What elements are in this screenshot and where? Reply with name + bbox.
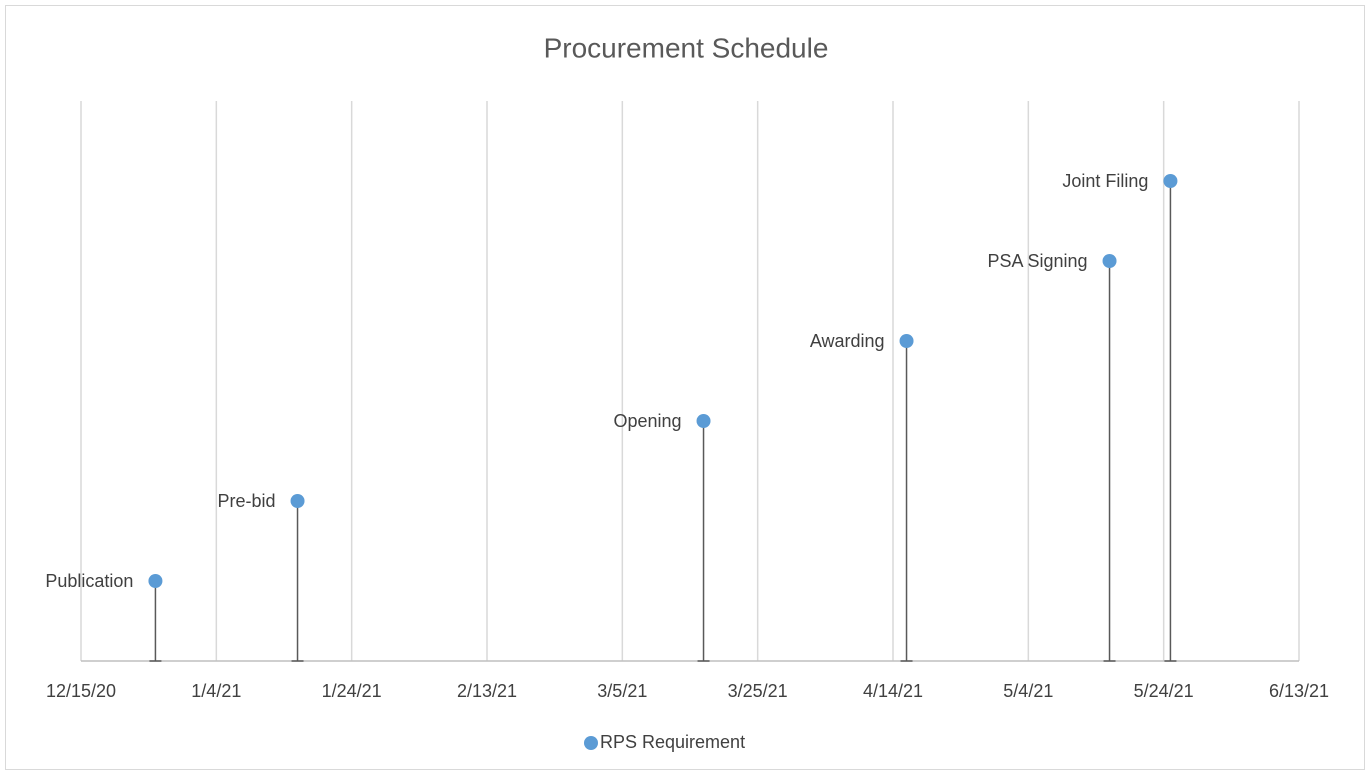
point-label: Awarding	[810, 331, 885, 351]
x-tick-label: 3/25/21	[728, 681, 788, 701]
x-tick-label: 1/4/21	[191, 681, 241, 701]
x-tick-label: 2/13/21	[457, 681, 517, 701]
point-label: Opening	[613, 411, 681, 431]
x-tick-label: 5/4/21	[1003, 681, 1053, 701]
point	[899, 334, 914, 348]
x-tick-label: 3/5/21	[597, 681, 647, 701]
point	[290, 494, 305, 508]
x-tick-label: 6/13/21	[1269, 681, 1329, 701]
x-tick-label: 5/24/21	[1134, 681, 1194, 701]
point	[1102, 254, 1117, 268]
point	[148, 574, 163, 588]
chart-title: Procurement Schedule	[544, 32, 829, 63]
point-label: Publication	[45, 571, 133, 591]
point	[696, 414, 711, 428]
legend-marker	[584, 736, 598, 750]
x-tick-label: 1/24/21	[322, 681, 382, 701]
legend-label: RPS Requirement	[600, 732, 745, 752]
chart-border	[5, 5, 1365, 770]
point-label: Joint Filing	[1062, 171, 1148, 191]
point	[1163, 174, 1178, 188]
x-tick-label: 4/14/21	[863, 681, 923, 701]
x-tick-label: 12/15/20	[46, 681, 116, 701]
point-label: PSA Signing	[987, 251, 1087, 271]
point-label: Pre-bid	[218, 491, 276, 511]
